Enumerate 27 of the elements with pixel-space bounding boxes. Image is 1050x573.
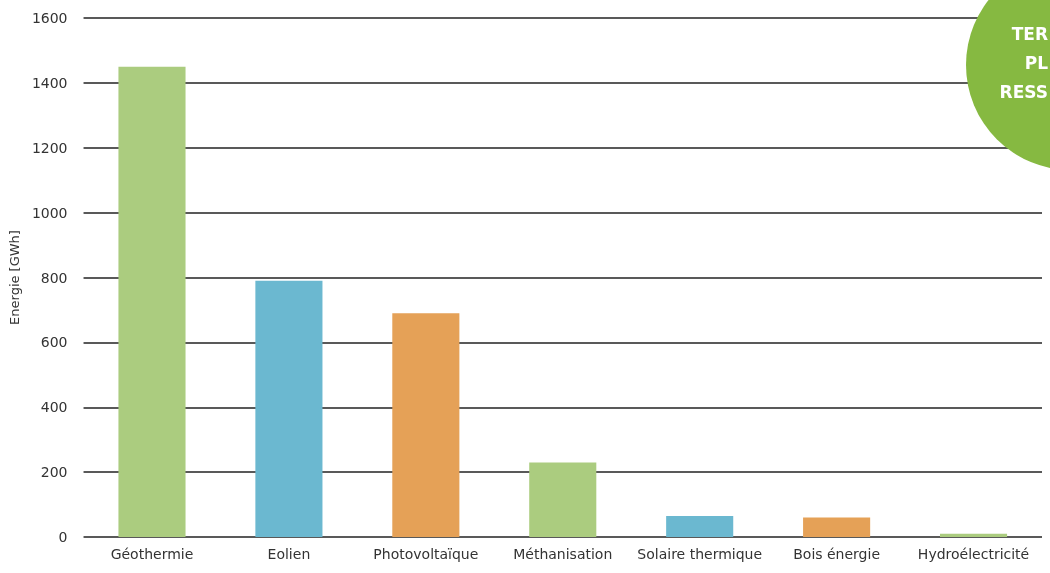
y-tick-label: 800 bbox=[40, 269, 68, 286]
annotation: PL bbox=[1023, 52, 1048, 75]
y-tick-label: 1000 bbox=[31, 204, 68, 221]
y-tick-label: 0 bbox=[58, 529, 68, 545]
y-tick-label: 1400 bbox=[31, 74, 68, 91]
x-tick-label: Géothermie bbox=[110, 546, 194, 562]
x-tick-label: Méthanisation bbox=[513, 546, 613, 562]
y-tick-label: 1600 bbox=[31, 10, 68, 26]
x-tick-label: Photovoltaïque bbox=[373, 546, 479, 562]
bar bbox=[803, 517, 871, 537]
bar bbox=[255, 280, 323, 537]
annotation: TER bbox=[1010, 23, 1048, 46]
y-tick-label: 200 bbox=[40, 464, 68, 481]
bar bbox=[666, 515, 734, 537]
x-tick-label: Solaire thermique bbox=[637, 546, 763, 562]
annotation: RESS bbox=[999, 81, 1048, 104]
x-tick-label: Hydroélectricité bbox=[917, 546, 1030, 562]
y-axis-title: Energie [GWh] bbox=[7, 230, 22, 325]
bar bbox=[118, 66, 186, 537]
bar bbox=[939, 533, 1008, 537]
x-tick-label: Eolien bbox=[267, 546, 311, 562]
y-tick-label: 1200 bbox=[31, 139, 68, 156]
x-tick-label: Bois énergie bbox=[793, 546, 881, 562]
y-tick-label: 600 bbox=[40, 334, 68, 351]
bar bbox=[392, 313, 460, 537]
y-tick-label: 400 bbox=[40, 399, 68, 416]
bar bbox=[529, 462, 597, 537]
